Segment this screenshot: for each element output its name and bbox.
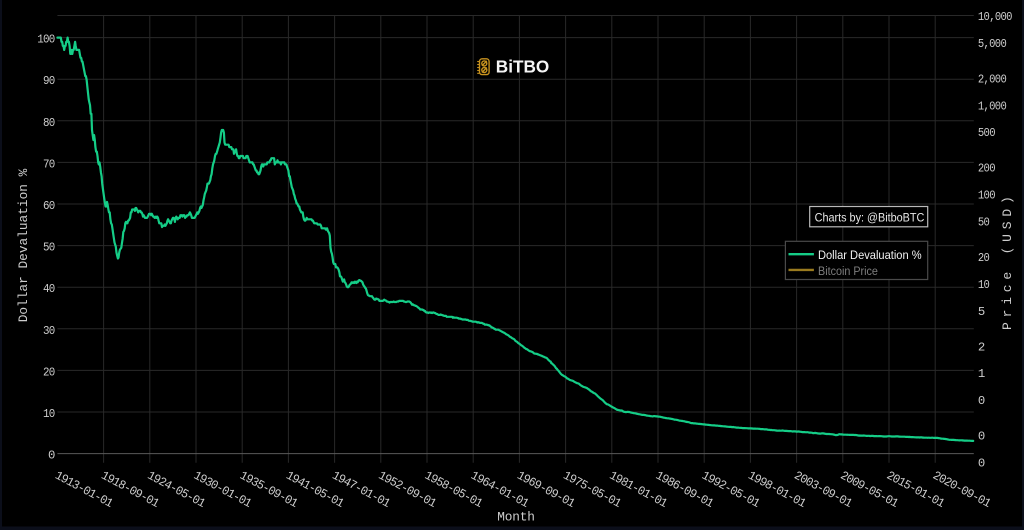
svg-text:20: 20 — [978, 251, 990, 265]
svg-text:5: 5 — [978, 305, 985, 319]
svg-text:20: 20 — [43, 365, 55, 379]
svg-text:50: 50 — [43, 241, 55, 255]
svg-text:0: 0 — [978, 457, 985, 471]
svg-text:BiTBO: BiTBO — [496, 56, 550, 76]
svg-text:30: 30 — [43, 324, 55, 338]
svg-text:1,000: 1,000 — [978, 99, 1007, 113]
svg-text:10: 10 — [43, 407, 55, 421]
svg-text:80: 80 — [43, 116, 55, 130]
svg-text:Month: Month — [497, 509, 534, 524]
svg-text:5,000: 5,000 — [978, 37, 1007, 51]
svg-text:2,000: 2,000 — [978, 72, 1007, 86]
svg-text:40: 40 — [43, 282, 55, 296]
svg-text:Charts by: @BitboBTC: Charts by: @BitboBTC — [815, 210, 925, 224]
svg-text:1: 1 — [978, 367, 985, 381]
svg-text:60: 60 — [43, 199, 55, 213]
svg-text:10,000: 10,000 — [978, 10, 1012, 24]
svg-text:0: 0 — [978, 394, 985, 408]
svg-text:2: 2 — [978, 340, 985, 354]
svg-text:200: 200 — [978, 162, 995, 176]
svg-text:Dollar Devaluation %: Dollar Devaluation % — [818, 248, 922, 262]
svg-text:70: 70 — [43, 157, 55, 171]
svg-text:10: 10 — [978, 278, 990, 292]
svg-text:0: 0 — [48, 449, 55, 463]
svg-text:0: 0 — [978, 430, 985, 444]
svg-text:500: 500 — [978, 126, 995, 140]
svg-text:100: 100 — [37, 33, 55, 47]
svg-text:50: 50 — [978, 216, 990, 230]
svg-text:100: 100 — [978, 189, 995, 203]
svg-text:Dollar Devaluation %: Dollar Devaluation % — [16, 168, 31, 322]
svg-text:Bitcoin Price: Bitcoin Price — [818, 264, 878, 278]
svg-text:90: 90 — [43, 74, 55, 88]
